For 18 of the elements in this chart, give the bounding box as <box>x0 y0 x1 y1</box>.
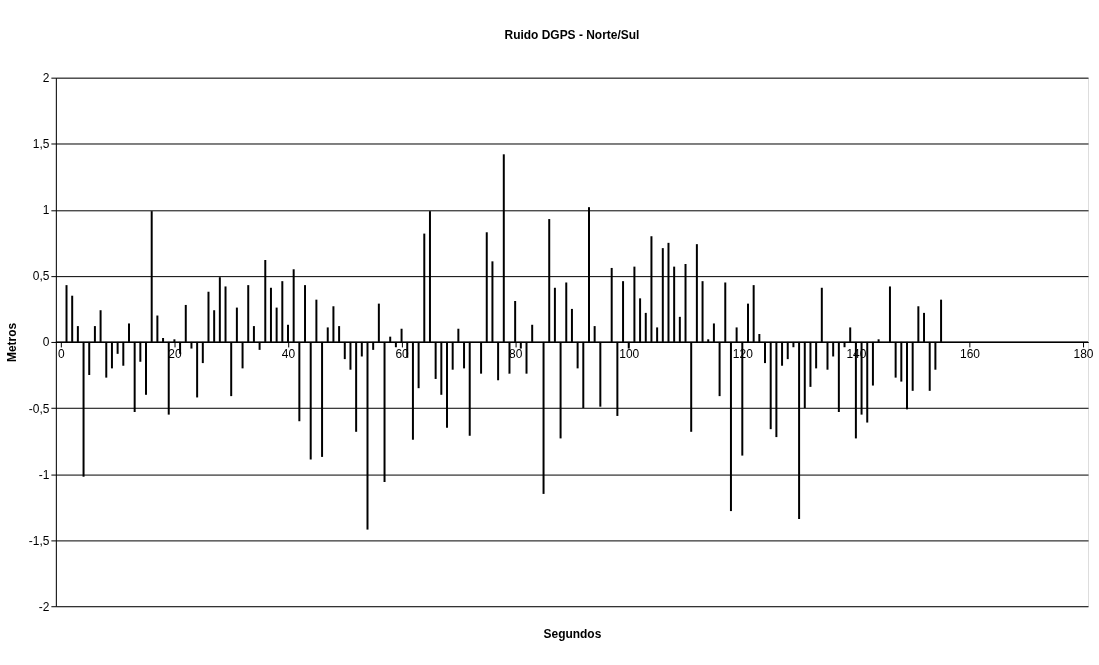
y-tick-label: 1 <box>42 203 50 218</box>
y-tick-label: -1,5 <box>28 533 50 548</box>
x-tick-label: 180 <box>1073 347 1094 362</box>
x-axis-title: Segundos <box>543 626 602 641</box>
y-tick-label: -0,5 <box>28 401 50 416</box>
y-axis-title: Metros <box>4 322 19 363</box>
chart-title: Ruido DGPS - Norte/Sul <box>504 27 640 42</box>
y-tick-label: 2 <box>42 71 50 86</box>
y-tick-label: -2 <box>38 599 50 614</box>
y-tick-label: 0,5 <box>32 269 50 284</box>
x-tick-label: 100 <box>619 347 640 362</box>
x-tick-label: 40 <box>281 347 296 362</box>
x-tick-label: 0 <box>58 347 65 362</box>
y-tick-label: -1 <box>38 467 50 482</box>
x-tick-label: 160 <box>959 347 981 362</box>
x-tick-label: 80 <box>509 347 523 362</box>
y-tick-label: 0 <box>42 335 50 350</box>
y-tick-label: 1,5 <box>32 137 50 152</box>
